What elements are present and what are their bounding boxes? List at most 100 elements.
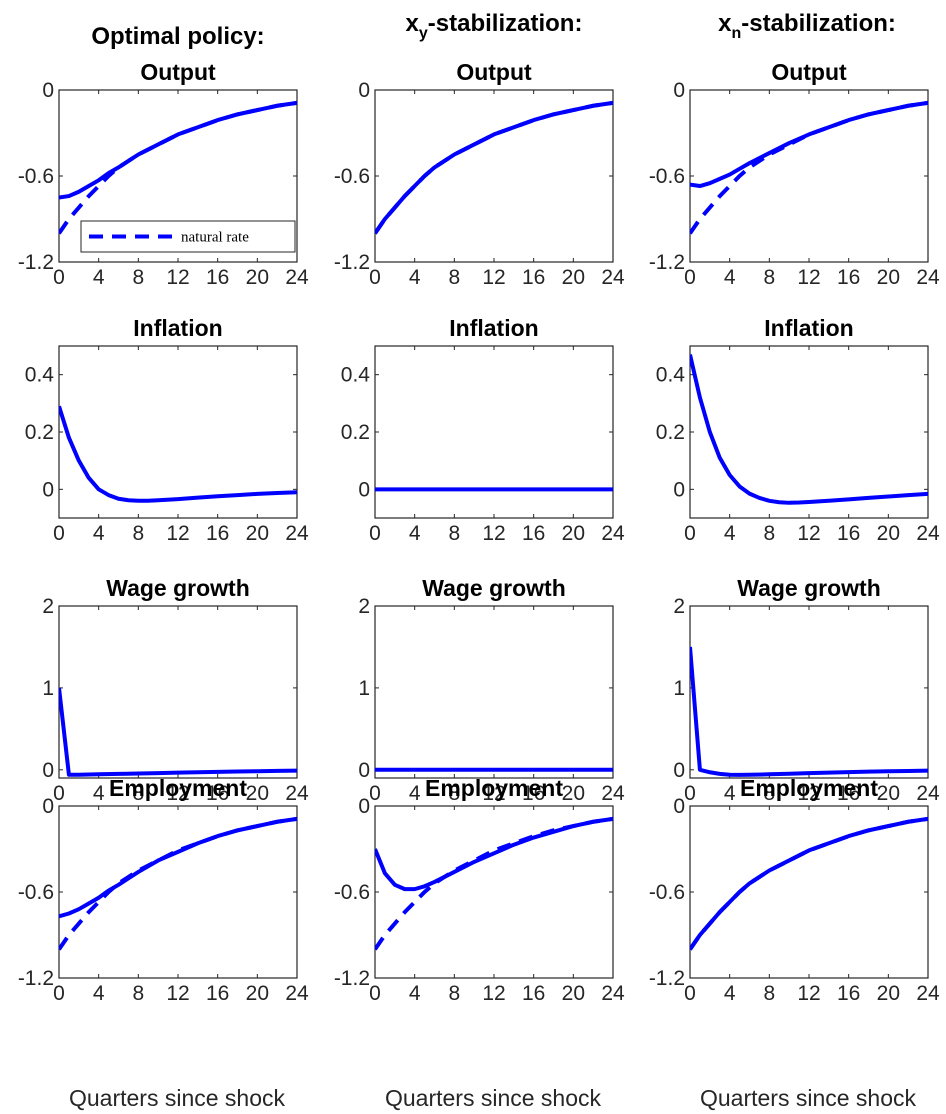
x-tick-label: 16: [206, 782, 229, 805]
x-tick-label: 24: [601, 982, 625, 1005]
column-header-xn-stabilization: xn-stabilization:: [718, 10, 896, 42]
x-tick-label: 8: [763, 522, 775, 545]
series-line-response: [375, 100, 613, 235]
x-tick-label: 16: [206, 522, 229, 545]
plot-area: [58, 605, 298, 779]
series-line-response: [59, 100, 297, 200]
x-tick-label: 8: [763, 982, 775, 1005]
x-tick-label: 24: [916, 522, 940, 545]
column-header-xy-subscript: y: [419, 25, 428, 42]
x-tick-label: 4: [93, 266, 105, 289]
y-tick-label: 0: [358, 478, 370, 501]
panel-title: Wage growth: [737, 575, 881, 601]
x-tick-label: 12: [482, 522, 505, 545]
y-tick-label: -1.2: [334, 251, 370, 274]
plot-area: [58, 805, 298, 979]
y-tick-label: 0: [42, 478, 54, 501]
x-tick-label: 0: [369, 522, 381, 545]
x-tick-label: 20: [562, 522, 585, 545]
x-tick-label: 8: [448, 522, 460, 545]
x-tick-label: 4: [409, 522, 421, 545]
x-tick-label: 16: [837, 522, 860, 545]
x-tick-label: 12: [166, 782, 189, 805]
x-tick-label: 8: [132, 782, 144, 805]
plot-area: [374, 89, 614, 263]
x-tick-label: 8: [763, 782, 775, 805]
y-tick-label: 0: [42, 759, 54, 782]
panel-wage-growth-r2c1: Wage growth 0 4 8 12 16 20 24 2 1 0: [358, 575, 625, 805]
x-tick-label: 0: [684, 982, 696, 1005]
y-tick-label: 0.2: [341, 421, 370, 444]
y-tick-label: 1: [673, 677, 685, 700]
series-line-response: [375, 816, 613, 892]
x-tick-label: 0: [53, 982, 65, 1005]
y-tick-label: -1.2: [334, 967, 370, 990]
x-tick-label: 24: [601, 522, 625, 545]
x-tick-label: 16: [522, 266, 545, 289]
panel-inflation-r1c2: Inflation 0 4 8 12 16 20 24 0.4 0.2 0: [656, 315, 940, 545]
x-tick-label: 24: [601, 266, 625, 289]
panel-title: Inflation: [764, 315, 853, 341]
x-tick-label: 20: [877, 522, 900, 545]
column-header-xy-rest: -stabilization:: [428, 10, 583, 37]
x-tick-label: 8: [763, 266, 775, 289]
plot-area: [689, 345, 929, 519]
x-tick-label: 16: [837, 782, 860, 805]
x-tick-label: 4: [724, 522, 736, 545]
x-tick-label: 4: [409, 982, 421, 1005]
panel-title: Output: [771, 59, 847, 85]
y-tick-label: -1.2: [649, 251, 685, 274]
panel-employment-r3c0: Employment 0 4 8 12 16 20 24 0 -0.6 -1.2: [18, 775, 309, 1005]
x-tick-label: 8: [132, 266, 144, 289]
series-line-response: [59, 816, 297, 919]
x-axis-labels: Quarters since shock Quarters since shock…: [69, 1085, 917, 1111]
x-tick-label: 12: [797, 782, 820, 805]
x-tick-label: 12: [797, 266, 820, 289]
x-tick-label: 4: [409, 782, 421, 805]
panel-inflation-r1c1: Inflation 0 4 8 12 16 20 24 0.4 0.2 0: [341, 315, 625, 545]
x-tick-label: 24: [916, 782, 940, 805]
x-tick-label: 4: [724, 982, 736, 1005]
x-tick-label: 8: [448, 782, 460, 805]
x-tick-label: 4: [93, 782, 105, 805]
x-tick-label: 0: [53, 522, 65, 545]
column-header-optimal-policy: Optimal policy:: [91, 23, 264, 50]
x-tick-label: 4: [409, 266, 421, 289]
x-axis-label: Quarters since shock: [385, 1085, 602, 1111]
column-header-xn-main: x: [718, 10, 732, 37]
x-tick-label: 4: [93, 982, 105, 1005]
y-tick-label: 0.2: [25, 421, 54, 444]
x-tick-label: 0: [369, 782, 381, 805]
panel-title: Employment: [109, 775, 247, 801]
y-tick-label: -1.2: [18, 251, 54, 274]
plot-area: [689, 805, 929, 979]
panel-title: Inflation: [449, 315, 538, 341]
x-tick-label: 24: [285, 522, 309, 545]
x-tick-label: 12: [166, 522, 189, 545]
series-line-response: [690, 100, 928, 189]
y-tick-label: 1: [358, 677, 370, 700]
plot-area: [374, 345, 614, 519]
x-tick-label: 0: [684, 266, 696, 289]
y-tick-label: 1: [42, 677, 54, 700]
panel-title: Wage growth: [106, 575, 250, 601]
y-tick-label: 0: [673, 759, 685, 782]
x-tick-label: 20: [877, 266, 900, 289]
legend-entry-natural-rate: natural rate: [181, 230, 249, 246]
column-header-xy-main: x: [406, 10, 420, 37]
x-tick-label: 0: [684, 522, 696, 545]
x-tick-label: 20: [562, 266, 585, 289]
x-tick-label: 12: [797, 982, 820, 1005]
x-tick-label: 20: [562, 782, 585, 805]
y-tick-label: 2: [42, 595, 54, 618]
y-tick-label: -0.6: [649, 165, 685, 188]
series-line-response: [690, 816, 928, 951]
y-tick-label: 0: [673, 79, 685, 102]
x-tick-label: 12: [166, 266, 189, 289]
panel-employment-r3c1: Employment 0 4 8 12 16 20 24 0 -0.6 -1.2: [334, 775, 625, 1005]
x-tick-label: 4: [724, 266, 736, 289]
column-header-xn-subscript: n: [731, 25, 741, 42]
x-tick-label: 16: [206, 982, 229, 1005]
x-tick-label: 20: [246, 266, 269, 289]
y-tick-label: -1.2: [18, 967, 54, 990]
